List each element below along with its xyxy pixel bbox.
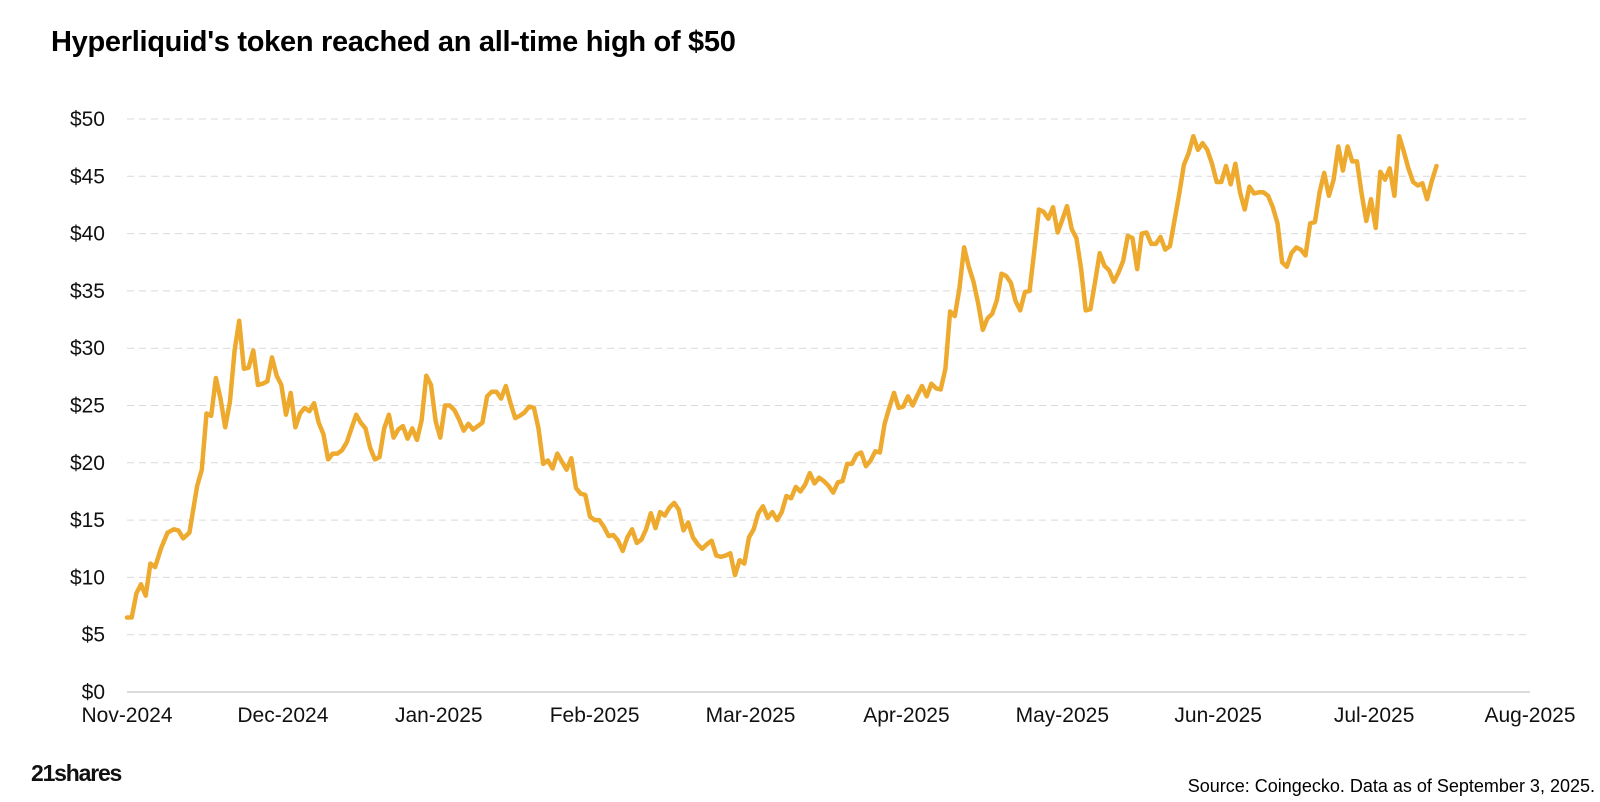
y-tick-label: $0	[82, 681, 105, 704]
y-tick-label: $50	[70, 108, 105, 131]
x-axis-ticks: Nov-2024 Dec-2024 Jan-2025 Feb-2025 Mar-2025…	[81, 704, 1575, 727]
x-tick-label: Dec-2024	[237, 704, 328, 727]
y-tick-label: $45	[70, 165, 105, 188]
y-tick-label: $25	[70, 395, 105, 418]
x-tick-label: Feb-2025	[550, 704, 640, 727]
y-tick-label: $20	[70, 452, 105, 475]
y-tick-label: $10	[70, 566, 105, 589]
x-tick-label: Jan-2025	[395, 704, 483, 727]
source-note: Source: Coingecko. Data as of September …	[1187, 776, 1595, 796]
x-tick-label: Nov-2024	[81, 704, 172, 727]
x-tick-label: May-2025	[1016, 704, 1109, 727]
y-tick-label: $5	[82, 624, 105, 647]
x-tick-label: Jun-2025	[1174, 704, 1262, 727]
y-tick-label: $35	[70, 280, 105, 303]
chart-title: Hyperliquid's token reached an all-time …	[51, 26, 736, 58]
line-chart: $0 $5 $10 $15 $20 $25 $30 $35 $40 $45 $50 Nov-2024…	[70, 108, 1576, 727]
21shares-logo: 21shares	[31, 760, 122, 786]
price-series-line	[124, 133, 1439, 620]
x-tick-label: Jul-2025	[1334, 704, 1415, 727]
y-tick-label: $30	[70, 337, 105, 360]
y-axis-ticks: $0 $5 $10 $15 $20 $25 $30 $35 $40 $45 $50	[70, 108, 105, 704]
x-tick-label: Aug-2025	[1484, 704, 1575, 727]
x-tick-label: Mar-2025	[706, 704, 796, 727]
y-tick-label: $40	[70, 223, 105, 246]
x-tick-label: Apr-2025	[863, 704, 949, 727]
y-tick-label: $15	[70, 509, 105, 532]
grid-lines	[127, 118, 1530, 636]
